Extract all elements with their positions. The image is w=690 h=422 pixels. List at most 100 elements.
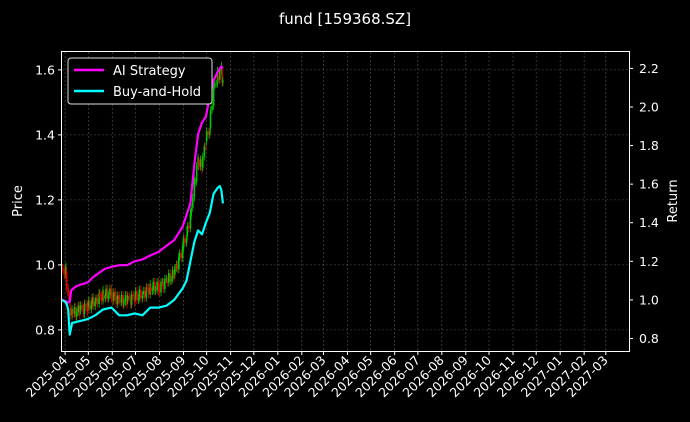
candle-body [215,83,217,85]
legend-label-buy-and-hold: Buy-and-Hold [113,85,201,100]
candle-body [91,297,93,305]
candle-body [207,131,209,135]
candle-body [208,132,211,135]
y-tick-label-left: 0.8 [35,322,55,337]
candle-body [128,296,131,298]
candle-body [171,269,174,280]
right-axis: 0.8 1.0 1.2 1.4 1.6 1.8 2.0 2.2 [629,61,659,346]
candle-body [83,303,86,315]
grid [62,52,629,351]
candle-body [158,287,161,293]
candle-body [142,290,145,295]
candle-body [132,294,134,297]
candle-body [154,289,157,292]
y-tick-label-left: 1.2 [35,192,55,207]
candle-body [109,288,111,296]
candle-body [221,69,223,83]
candle-body [190,207,192,217]
candle-body [86,306,89,313]
candle-body [165,278,168,280]
legend-label-ai-strategy: AI Strategy [113,64,186,79]
candle-body [212,84,215,106]
candle-body [178,256,180,270]
candle-body [170,279,172,282]
candle-body [222,80,224,83]
price-candles [61,61,224,321]
candle-body [126,296,129,301]
candle-body [201,156,204,168]
candle-body [160,282,162,293]
series-line-ai-strategy [61,65,224,304]
candle-body [193,177,196,198]
candle-body [118,295,121,300]
candle-body [164,278,166,290]
y-tick-label-right: 1.0 [639,292,659,307]
y-tick-label-right: 2.0 [639,99,659,114]
candle-body [184,238,186,243]
candle-body [102,294,105,299]
candle-body [178,253,181,257]
y-axis-label-right: Return [666,179,681,222]
candle-body [189,213,192,229]
candle-body [205,131,208,142]
y-tick-label-left: 1.4 [35,127,55,142]
candle-body [136,291,138,301]
candle-body [63,269,66,276]
candle-body [99,292,101,296]
candle-body [79,305,82,311]
candle-body [105,288,107,296]
left-axis: 0.8 1.0 1.2 1.4 1.6 [35,62,62,337]
candle-body [71,308,73,316]
candle-body [134,291,137,298]
candle-body [73,307,76,314]
candle-body [167,273,170,283]
candle-body [111,294,114,301]
candle-body [174,267,176,275]
candle-body [186,225,189,236]
candle-body [181,245,184,259]
candle-body [169,273,172,282]
candle-body [191,197,194,208]
candle-body [107,295,110,299]
candle-body [140,289,142,299]
candle-body [75,307,77,317]
candle-body [122,294,124,305]
candle-body [89,300,91,310]
y-tick-label-left: 1.6 [35,62,55,77]
candle-body [77,305,80,313]
candle-body [113,292,115,301]
candle-body [198,160,200,167]
candle-body [151,289,154,292]
series-line-buy-and-hold [61,185,224,336]
candle-body [143,290,146,298]
candle-body [78,305,81,316]
candle-body [203,146,206,157]
candle-body [133,296,136,304]
candle-body [65,271,68,289]
candle-body [188,225,190,229]
candle-body [205,146,207,148]
candle-body [195,166,198,182]
candle-body [92,297,95,307]
candle-body [119,300,121,303]
candle-body [96,298,99,305]
candle-body [116,295,119,305]
candle-body [137,297,140,301]
candle-body [176,264,179,270]
y-tick-label-right: 1.4 [639,215,659,230]
candle-body [141,296,144,299]
candle-body [115,295,117,305]
y-tick-label-right: 1.8 [639,138,659,153]
plot-frame [61,51,630,352]
candle-body [104,295,107,299]
candle-body [180,253,182,259]
y-tick-label-right: 1.2 [639,254,659,269]
candle-body [124,294,127,303]
candle-body [120,294,123,303]
y-tick-label-right: 1.6 [639,177,659,192]
candle-body [147,287,150,295]
candle-body [85,303,87,307]
candle-body [75,312,78,317]
candle-body [194,181,196,184]
legend: AI Strategy Buy-and-Hold [67,57,213,105]
